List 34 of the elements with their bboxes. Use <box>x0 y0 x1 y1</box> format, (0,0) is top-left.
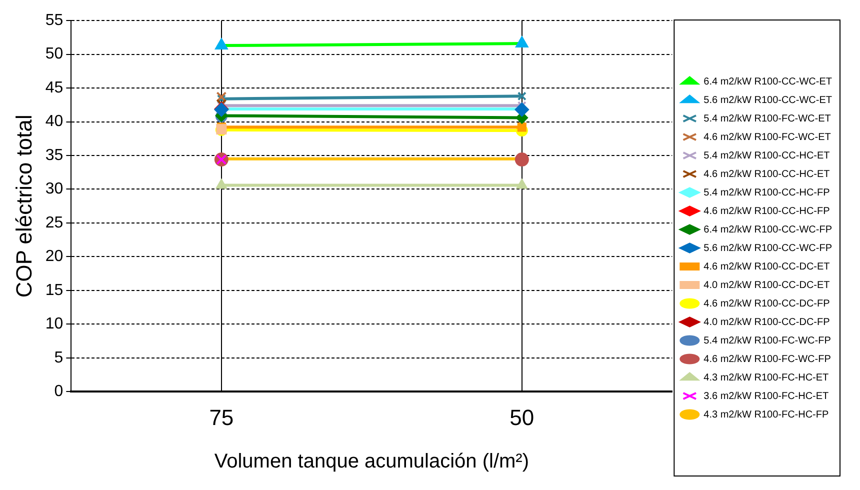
legend-label: 6.4 m2/kW R100-CC-WC-FP <box>704 224 832 236</box>
legend-label: 5.4 m2/kW R100-FC-WC-FP <box>704 335 832 346</box>
y-axis-title: COP eléctrico total <box>11 114 36 298</box>
legend-label: 5.4 m2/kW R100-CC-HC-ET <box>704 150 830 162</box>
legend-label: 4.3 m2/kW R100-FC-HC-FP <box>704 409 829 420</box>
legend-label: 3.6 m2/kW R100-FC-HC-ET <box>704 390 829 402</box>
y-tick-label: 10 <box>45 316 64 333</box>
legend-label: 4.6 m2/kW R100-CC-HC-ET <box>704 168 830 180</box>
legend-label: 4.6 m2/kW R100-CC-HC-FP <box>704 206 830 217</box>
y-tick-label: 50 <box>45 46 64 63</box>
legend-label: 4.0 m2/kW R100-CC-DC-ET <box>704 280 830 291</box>
legend-label: 4.6 m2/kW R100-FC-WC-FP <box>704 354 832 365</box>
y-tick-label: 25 <box>45 214 64 232</box>
y-tick-label: 0 <box>54 383 64 400</box>
y-tick-label: 20 <box>45 248 64 266</box>
y-tick-label: 45 <box>45 79 64 96</box>
x-tick-label: 75 <box>209 404 234 430</box>
legend-label: 5.6 m2/kW R100-CC-WC-ET <box>704 94 832 106</box>
legend-label: 4.6 m2/kW R100-CC-DC-ET <box>704 261 830 272</box>
legend-label: 5.6 m2/kW R100-CC-WC-FP <box>704 242 832 254</box>
legend-label: 4.6 m2/kW R100-CC-DC-FP <box>704 298 830 310</box>
y-tick-label: 30 <box>45 180 64 198</box>
legend-label: 4.0 m2/kW R100-CC-DC-FP <box>704 316 830 328</box>
legend-label: 5.4 m2/kW R100-CC-HC-FP <box>704 187 830 198</box>
legend-label: 6.4 m2/kW R100-CC-WC-ET <box>704 76 832 88</box>
y-tick-label: 35 <box>45 146 64 164</box>
y-tick-label: 5 <box>54 349 64 366</box>
legend-label: 5.4 m2/kW R100-FC-WC-ET <box>704 113 831 124</box>
y-tick-label: 40 <box>45 113 64 130</box>
legend-label: 4.3 m2/kW R100-FC-HC-ET <box>704 372 829 384</box>
y-tick-label: 15 <box>45 282 64 299</box>
y-tick-label: 55 <box>45 12 64 30</box>
x-axis-title: Volumen tanque acumulación (l/m²) <box>214 450 529 473</box>
legend-label: 4.6 m2/kW R100-FC-WC-ET <box>704 132 831 143</box>
